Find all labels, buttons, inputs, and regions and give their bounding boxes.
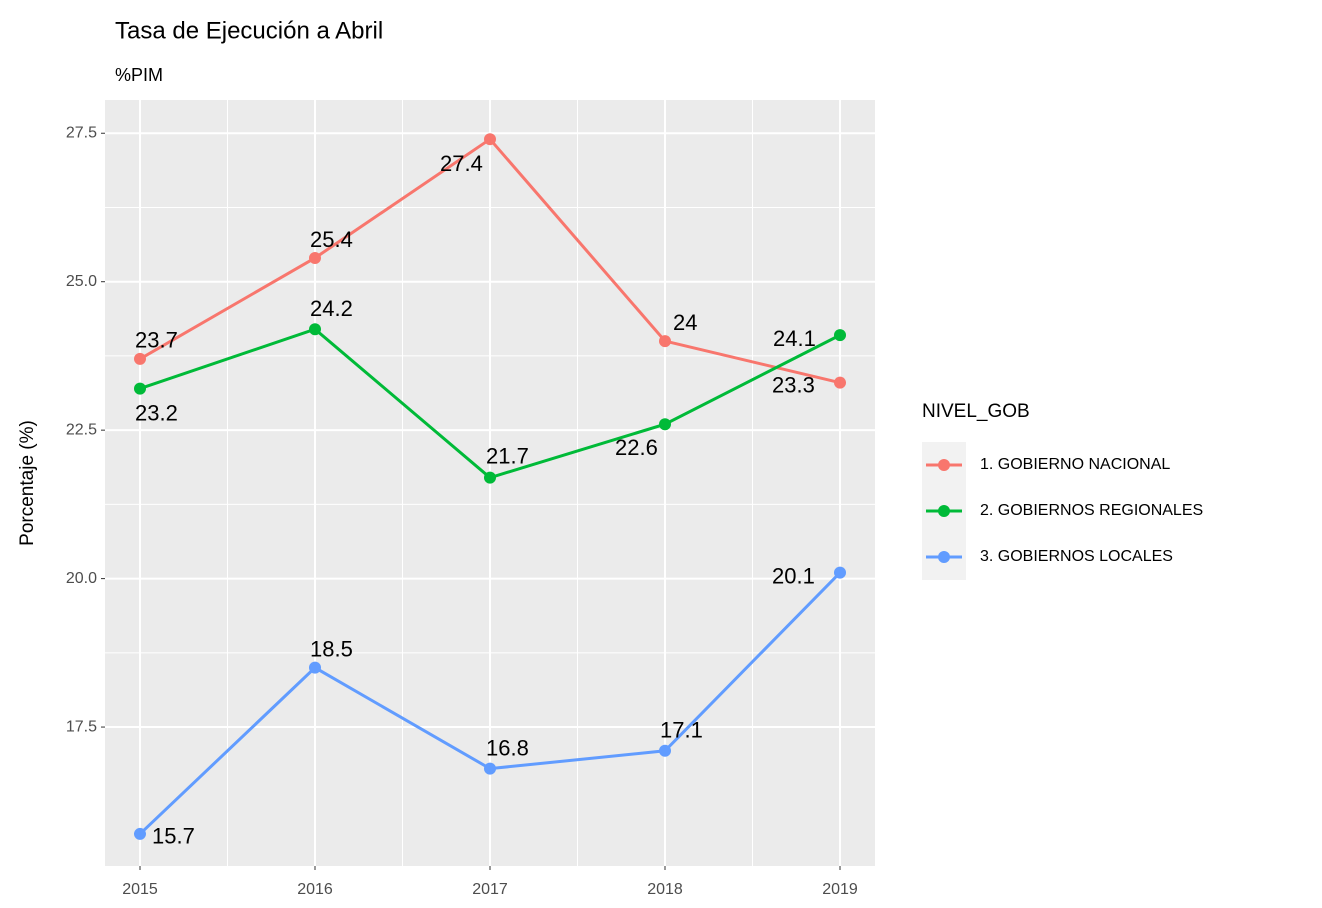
data-label: 21.7	[486, 443, 529, 468]
legend-label: 1. GOBIERNO NACIONAL	[980, 456, 1170, 473]
chart-title: Tasa de Ejecución a Abril	[115, 17, 383, 44]
point	[484, 762, 496, 775]
point	[134, 352, 146, 365]
y-tick-label: 27.5	[66, 124, 97, 141]
data-label: 23.7	[135, 328, 178, 353]
point	[659, 744, 671, 757]
data-label: 15.7	[152, 824, 195, 849]
data-label: 27.4	[440, 151, 483, 176]
point	[134, 827, 146, 840]
point	[484, 471, 496, 484]
y-tick-label: 20.0	[66, 570, 97, 587]
legend-key-point	[938, 551, 950, 563]
legend-key-point	[938, 505, 950, 517]
legend-key-point	[938, 459, 950, 471]
point	[834, 329, 846, 342]
point	[309, 251, 321, 264]
x-tick-label: 2018	[647, 881, 683, 898]
point	[309, 661, 321, 674]
point	[834, 566, 846, 579]
data-label: 20.1	[772, 563, 815, 588]
y-tick-label: 22.5	[66, 421, 97, 438]
data-label: 24	[673, 310, 697, 335]
x-tick-label: 2017	[472, 881, 508, 898]
data-label: 17.1	[660, 718, 703, 743]
point	[834, 376, 846, 389]
legend-title: NIVEL_GOB	[922, 401, 1030, 422]
x-tick-label: 2019	[822, 881, 858, 898]
point	[134, 382, 146, 395]
data-label: 24.1	[773, 326, 816, 351]
data-label: 23.2	[135, 400, 178, 425]
point	[484, 133, 496, 146]
data-label: 24.2	[310, 296, 353, 321]
legend-label: 2. GOBIERNOS REGIONALES	[980, 502, 1203, 519]
x-tick-label: 2015	[122, 881, 158, 898]
data-label: 16.8	[486, 735, 529, 760]
x-tick-label: 2016	[297, 881, 333, 898]
legend-label: 3. GOBIERNOS LOCALES	[980, 548, 1173, 565]
y-tick-label: 25.0	[66, 273, 97, 290]
point	[659, 335, 671, 348]
data-label: 18.5	[310, 636, 353, 661]
data-label: 25.4	[310, 227, 353, 252]
point	[309, 323, 321, 336]
y-tick-label: 17.5	[66, 718, 97, 735]
data-label: 23.3	[772, 372, 815, 397]
chart-subtitle: %PIM	[115, 65, 163, 85]
point	[659, 418, 671, 431]
data-label: 22.6	[615, 435, 658, 460]
y-axis-label: Porcentaje (%)	[17, 420, 38, 546]
